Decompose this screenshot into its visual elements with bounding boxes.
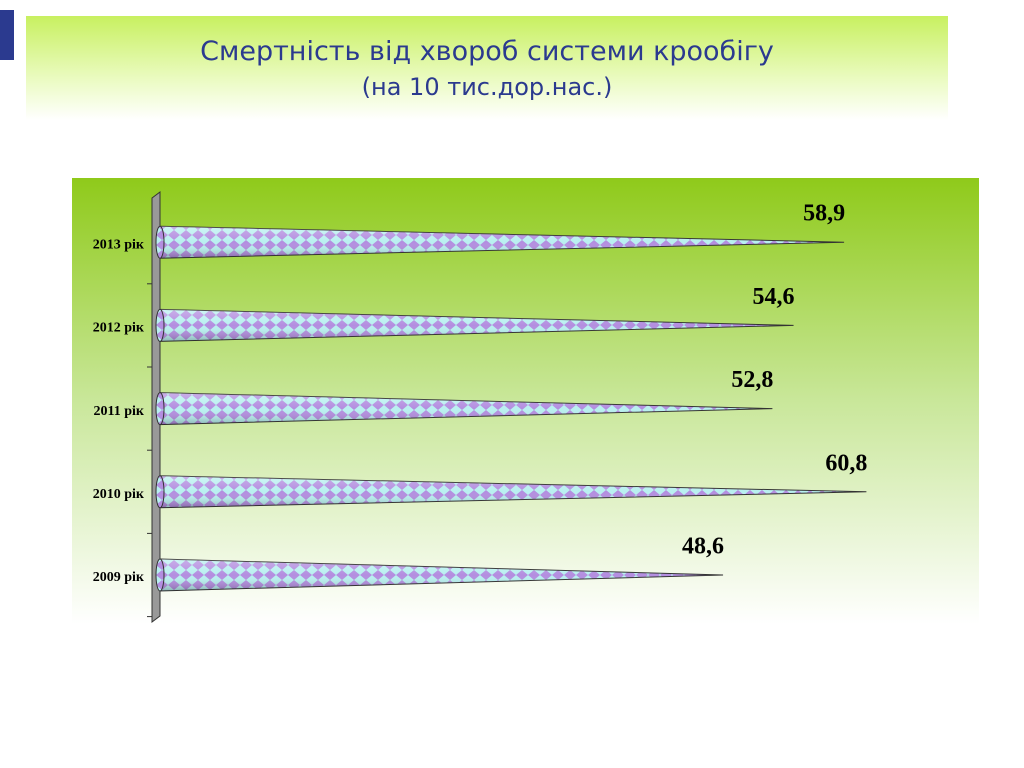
bar-base: [155, 475, 165, 509]
bar-shade: [160, 392, 773, 425]
bar-shade: [160, 475, 867, 508]
y-tick-label: 2010 рік: [93, 487, 145, 502]
bar-base: [155, 558, 165, 592]
data-label: 60,8: [825, 450, 867, 476]
bar-base: [155, 225, 165, 259]
data-label: 58,9: [803, 201, 845, 227]
y-tick-label: 2012 рік: [93, 321, 145, 336]
bar-base: [155, 308, 165, 342]
data-label: 48,6: [682, 534, 724, 560]
chart-subtitle: (на 10 тис.дор.нас.): [361, 73, 613, 101]
chart-title: Смертність від хвороб системи крообігу: [200, 36, 774, 67]
data-label: 52,8: [731, 367, 773, 393]
y-tick-label: 2009 рік: [93, 570, 145, 585]
y-tick-label: 2011 рік: [94, 404, 145, 419]
y-tick-label: 2013 рік: [93, 237, 145, 252]
bar-base: [155, 392, 165, 426]
decor: [0, 10, 14, 60]
bar-shade: [160, 226, 845, 259]
bar-shade: [160, 559, 724, 591]
title-box: Смертність від хвороб системи крообігу (…: [26, 16, 948, 120]
bar-shade: [160, 309, 794, 342]
data-label: 54,6: [753, 284, 795, 310]
